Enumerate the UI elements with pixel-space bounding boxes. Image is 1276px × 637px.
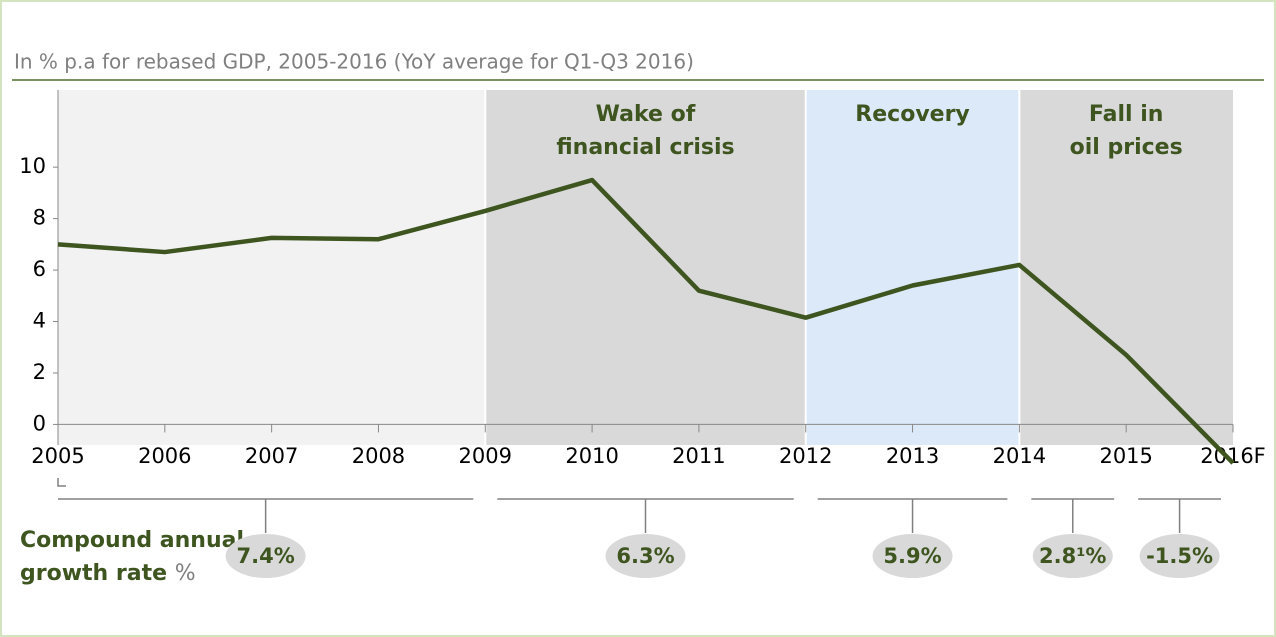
cagr-value: -1.5% [1146,544,1213,568]
x-tick-label: 2011 [672,444,725,468]
period-label: Fall in [1089,102,1164,127]
y-tick-label: 8 [33,206,46,230]
x-tick-label: 2008 [352,444,405,468]
cagr-value: 7.4% [237,544,295,568]
y-tick-label: 10 [19,154,46,178]
cagr-value: 5.9% [883,544,941,568]
start-bracket [57,478,66,487]
y-tick-label: 6 [33,257,46,281]
period-band [58,90,486,445]
cagr-bubble [872,534,953,578]
y-tick-label: 4 [33,309,46,333]
x-tick-label: 2013 [886,444,939,468]
period-label: oil prices [1070,135,1183,160]
period-label: Wake of [596,102,696,127]
x-tick-label: 2016F [1200,444,1266,468]
cagr-value: 6.3% [616,544,674,568]
period-label: financial crisis [556,135,734,160]
cagr-label: Compound annual [20,528,244,553]
x-tick-label: 2006 [138,444,191,468]
x-tick-label: 2012 [779,444,832,468]
x-tick-label: 2015 [1099,444,1152,468]
period-band [805,90,1020,445]
x-tick-label: 2009 [459,444,512,468]
x-tick-label: 2005 [31,444,84,468]
period-band [485,90,806,445]
cagr-label-text: Compound annual [20,528,244,553]
cagr-label-text: growth rate [20,561,167,586]
y-tick-label: 2 [33,360,46,384]
cagr-unit: % [175,561,196,586]
cagr-bubble [1139,534,1220,578]
x-tick-label: 2007 [245,444,298,468]
y-tick-label: 0 [33,411,46,435]
cagr-bubble [1032,534,1113,578]
x-tick-label: 2014 [993,444,1046,468]
cagr-label: growth rate % [20,561,196,586]
chart-subtitle: In % p.a for rebased GDP, 2005-2016 (YoY… [14,50,694,74]
x-tick-label: 2010 [565,444,618,468]
cagr-bubble [605,534,686,578]
period-band [1019,90,1233,445]
period-label: Recovery [855,102,969,127]
data-line [57,177,1235,465]
cagr-value: 2.8¹% [1039,544,1106,568]
cagr-bubble [225,534,306,578]
